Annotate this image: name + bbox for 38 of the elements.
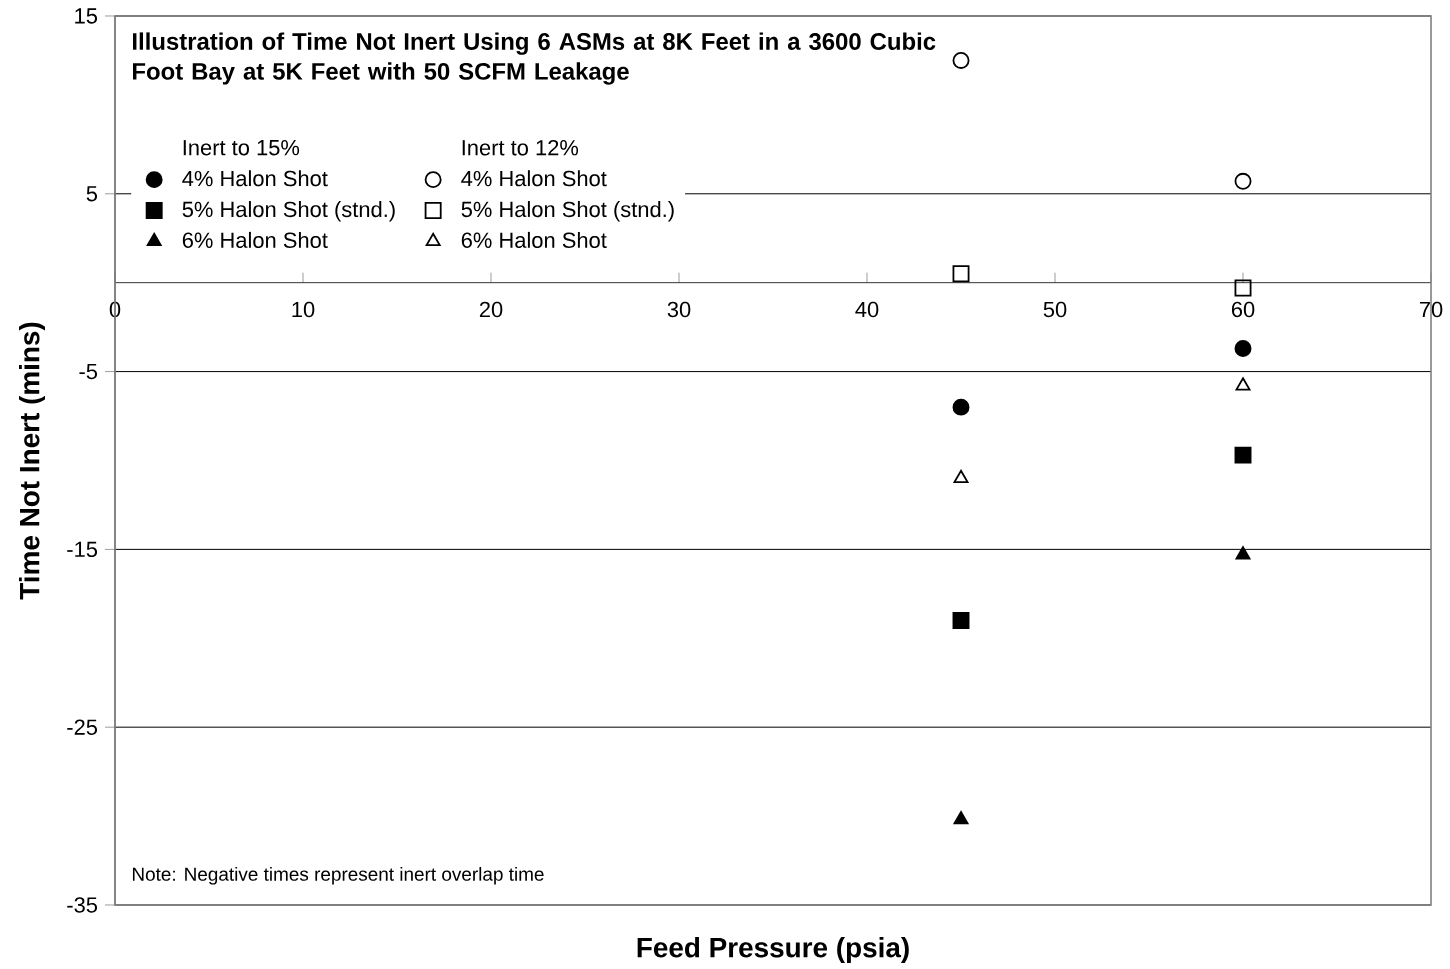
y-tick-label: -15 <box>67 541 98 558</box>
x-tick-label: 20 <box>479 301 503 318</box>
point <box>953 469 969 483</box>
x-tick-label: 40 <box>855 301 879 318</box>
y-axis-title: Time Not Inert (mins) <box>19 322 45 600</box>
y-tick-label: 15 <box>75 8 98 24</box>
y-tick-label: 5 <box>86 186 98 202</box>
y-tick-label: -25 <box>67 719 98 735</box>
x-axis-title: Feed Pressure (psia) <box>637 936 909 963</box>
point <box>1234 279 1252 297</box>
point <box>952 265 970 283</box>
point <box>952 398 970 416</box>
x-tick-label: 70 <box>1419 301 1443 318</box>
legend-label: 5% Halon Shot (stnd.) <box>461 201 674 222</box>
point <box>1235 377 1251 391</box>
point <box>952 612 970 629</box>
point <box>1234 446 1252 464</box>
legend-label: 5% Halon Shot (stnd.) <box>182 201 395 222</box>
x-tick-label: 60 <box>1231 301 1255 318</box>
annotation: Note: Negative times represent inert overlap time <box>132 866 544 885</box>
text: Illustration of Time Not Inert Using 6 ASMs at 8K Feet in a 3600 Cubic Foot Bay at 5K Feet with 50 SCFM Leakage <box>133 32 936 85</box>
legend-label: 4% Halon Shot <box>182 170 328 187</box>
x-tick-label: 10 <box>292 301 315 318</box>
y-tick-label: -35 <box>67 897 98 913</box>
legend-label: 6% Halon Shot <box>461 231 607 248</box>
point <box>1234 340 1252 357</box>
point <box>952 51 970 69</box>
legend-label: 4% Halon Shot <box>461 170 607 187</box>
point <box>953 811 969 825</box>
y-tick-label: -5 <box>79 363 98 380</box>
point <box>1234 172 1252 190</box>
legend-label: 6% Halon Shot <box>182 231 328 248</box>
annotation: Inert to 12% <box>462 139 579 156</box>
x-tick-label: 0 <box>109 301 121 318</box>
x-tick-label: 30 <box>667 301 691 318</box>
x-tick-label: 50 <box>1043 301 1067 318</box>
point <box>1235 546 1251 560</box>
annotation: Inert to 15% <box>183 140 300 156</box>
